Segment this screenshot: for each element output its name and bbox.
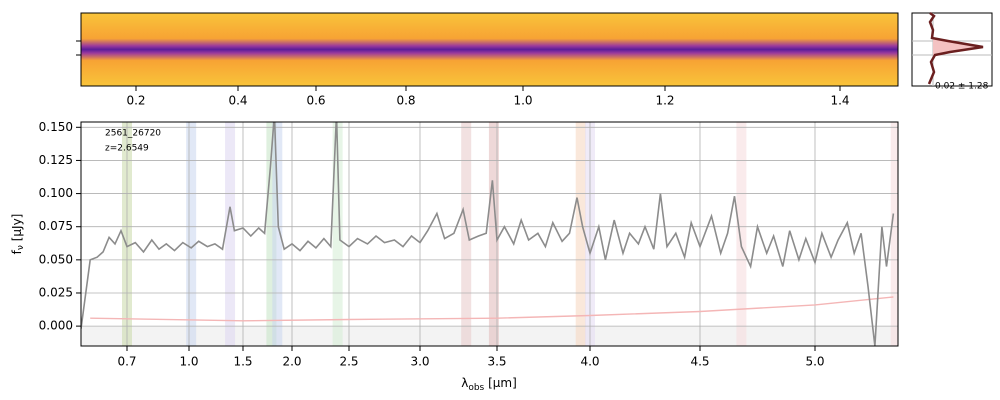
image-frame: [80, 12, 899, 87]
line-marker-band: [488, 122, 499, 346]
annotation: z=2.6549: [105, 144, 149, 154]
x-tick-label: 3.0: [410, 355, 429, 369]
x-tick-label: 0.8: [396, 94, 415, 108]
y-tick-label: 0.025: [39, 285, 73, 299]
plot-frame: [80, 121, 899, 347]
y-tick-label: 0.000: [39, 319, 73, 333]
profile-label: 0.02 ± 1.28: [935, 82, 989, 92]
x-tick-label: 0.2: [126, 94, 145, 108]
y-tick-label: 0.150: [39, 120, 73, 134]
y-tick-label: 0.075: [39, 219, 73, 233]
x-tick-label: 1.0: [513, 94, 532, 108]
line-marker-band: [736, 122, 747, 346]
x-tick-label: 5.0: [805, 355, 824, 369]
y-axis-label: fν [μJy]: [10, 214, 26, 255]
plot-content: [81, 122, 898, 346]
y-label-unit: [μJy]: [10, 214, 24, 245]
x-label-sub: obs: [468, 383, 484, 393]
x-tick-label: 1.5: [233, 355, 252, 369]
line-marker-band: [461, 122, 472, 346]
line-marker-band: [186, 122, 197, 346]
line-marker-band: [575, 122, 586, 346]
line-marker-band: [890, 122, 898, 346]
profile-fill: [933, 15, 982, 84]
x-tick-label: 1.2: [655, 94, 674, 108]
annotation: 2561_26720: [105, 129, 161, 139]
y-tick-label: 0.050: [39, 252, 73, 266]
line-marker-band: [272, 122, 283, 346]
y-label-sub: ν: [16, 245, 26, 250]
x-tick-label: 2.0: [282, 355, 301, 369]
x-tick-label: 4.5: [690, 355, 709, 369]
spectrum-line: [90, 296, 894, 322]
x-label-symbol: λ: [461, 376, 468, 390]
x-label-unit: [μm]: [484, 376, 517, 390]
x-tick-label: 1.0: [179, 355, 198, 369]
x-tick-label: 4.0: [580, 355, 599, 369]
y-tick-label: 0.125: [39, 153, 73, 167]
y-label-symbol: f: [10, 249, 24, 254]
x-tick-label: 0.4: [228, 94, 247, 108]
x-tick-label: 0.7: [117, 355, 136, 369]
x-axis-label: λobs [μm]: [461, 376, 517, 393]
x-tick-label: 0.6: [306, 94, 325, 108]
spectrum-line: [81, 122, 895, 346]
line-marker-band: [266, 122, 277, 346]
x-tick-label: 3.5: [487, 355, 506, 369]
spectrum-2d-image: [81, 13, 898, 86]
x-tick-label: 1.4: [830, 94, 849, 108]
profile-line: [927, 12, 984, 85]
x-tick-label: 2.5: [339, 355, 358, 369]
y-tick-label: 0.100: [39, 186, 73, 200]
line-marker-band: [332, 122, 343, 346]
line-marker-band: [225, 122, 236, 346]
